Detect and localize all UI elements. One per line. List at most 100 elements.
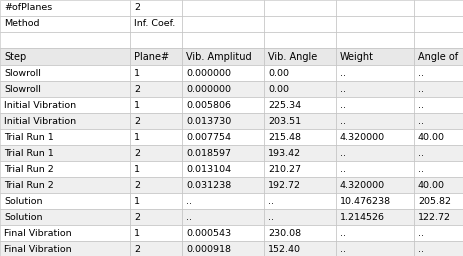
Text: 1: 1 bbox=[134, 101, 140, 110]
Text: ..: .. bbox=[339, 165, 345, 174]
Text: Trial Run 1: Trial Run 1 bbox=[4, 148, 54, 157]
Text: 1: 1 bbox=[134, 133, 140, 142]
Bar bbox=[130, 161, 181, 177]
Bar bbox=[335, 177, 413, 193]
Bar bbox=[263, 241, 335, 256]
Text: 0.031238: 0.031238 bbox=[186, 180, 231, 189]
Text: 1.214526: 1.214526 bbox=[339, 212, 384, 221]
Text: 0.000000: 0.000000 bbox=[186, 84, 231, 93]
Bar bbox=[413, 225, 463, 241]
Text: ..: .. bbox=[417, 148, 423, 157]
Bar bbox=[130, 193, 181, 209]
Bar bbox=[413, 241, 463, 256]
Bar bbox=[0, 193, 130, 209]
Bar bbox=[263, 161, 335, 177]
Text: 2: 2 bbox=[134, 212, 140, 221]
Bar bbox=[0, 16, 130, 32]
Text: ..: .. bbox=[417, 69, 423, 78]
Bar bbox=[263, 225, 335, 241]
Text: ..: .. bbox=[339, 101, 345, 110]
Text: 0.007754: 0.007754 bbox=[186, 133, 231, 142]
Bar bbox=[263, 145, 335, 161]
Text: 4.320000: 4.320000 bbox=[339, 133, 384, 142]
Bar bbox=[413, 16, 463, 32]
Text: Plane#: Plane# bbox=[134, 51, 169, 61]
Bar bbox=[130, 241, 181, 256]
Text: 0.000543: 0.000543 bbox=[186, 229, 231, 238]
Text: 0.013730: 0.013730 bbox=[186, 116, 231, 125]
Text: 193.42: 193.42 bbox=[268, 148, 300, 157]
Bar bbox=[263, 177, 335, 193]
Bar bbox=[0, 209, 130, 225]
Bar bbox=[263, 48, 335, 65]
Text: Step: Step bbox=[4, 51, 26, 61]
Bar bbox=[181, 177, 263, 193]
Bar bbox=[130, 177, 181, 193]
Text: Solution: Solution bbox=[4, 212, 43, 221]
Bar bbox=[0, 241, 130, 256]
Text: 2: 2 bbox=[134, 116, 140, 125]
Bar bbox=[130, 16, 181, 32]
Text: Solution: Solution bbox=[4, 197, 43, 206]
Bar bbox=[130, 32, 181, 48]
Text: Trial Run 2: Trial Run 2 bbox=[4, 180, 54, 189]
Text: 205.82: 205.82 bbox=[417, 197, 450, 206]
Bar bbox=[263, 0, 335, 16]
Bar bbox=[335, 16, 413, 32]
Text: 210.27: 210.27 bbox=[268, 165, 300, 174]
Text: ..: .. bbox=[417, 101, 423, 110]
Text: 203.51: 203.51 bbox=[268, 116, 300, 125]
Bar bbox=[130, 97, 181, 113]
Bar bbox=[0, 161, 130, 177]
Bar bbox=[263, 97, 335, 113]
Bar bbox=[263, 113, 335, 129]
Bar bbox=[181, 129, 263, 145]
Bar bbox=[413, 161, 463, 177]
Bar bbox=[0, 0, 130, 16]
Bar bbox=[335, 81, 413, 97]
Text: 215.48: 215.48 bbox=[268, 133, 300, 142]
Bar bbox=[130, 145, 181, 161]
Text: 1: 1 bbox=[134, 229, 140, 238]
Bar bbox=[130, 0, 181, 16]
Bar bbox=[0, 177, 130, 193]
Bar bbox=[413, 65, 463, 81]
Text: Final Vibration: Final Vibration bbox=[4, 244, 71, 253]
Bar bbox=[335, 32, 413, 48]
Bar bbox=[335, 97, 413, 113]
Bar bbox=[413, 48, 463, 65]
Bar bbox=[181, 48, 263, 65]
Text: 152.40: 152.40 bbox=[268, 244, 300, 253]
Text: ..: .. bbox=[268, 197, 274, 206]
Bar bbox=[181, 225, 263, 241]
Bar bbox=[130, 81, 181, 97]
Text: 0.005806: 0.005806 bbox=[186, 101, 231, 110]
Text: ..: .. bbox=[417, 244, 423, 253]
Bar bbox=[181, 193, 263, 209]
Text: 0.00: 0.00 bbox=[268, 69, 288, 78]
Text: 0.013104: 0.013104 bbox=[186, 165, 231, 174]
Bar bbox=[335, 0, 413, 16]
Bar bbox=[413, 209, 463, 225]
Text: Weight: Weight bbox=[339, 51, 373, 61]
Bar bbox=[413, 32, 463, 48]
Bar bbox=[181, 32, 263, 48]
Bar bbox=[130, 113, 181, 129]
Bar bbox=[130, 65, 181, 81]
Text: ..: .. bbox=[417, 84, 423, 93]
Bar bbox=[0, 65, 130, 81]
Bar bbox=[263, 65, 335, 81]
Text: Trial Run 2: Trial Run 2 bbox=[4, 165, 54, 174]
Bar bbox=[181, 65, 263, 81]
Bar bbox=[335, 241, 413, 256]
Text: 40.00: 40.00 bbox=[417, 180, 444, 189]
Bar bbox=[335, 48, 413, 65]
Text: 225.34: 225.34 bbox=[268, 101, 300, 110]
Bar bbox=[413, 145, 463, 161]
Text: 0.000000: 0.000000 bbox=[186, 69, 231, 78]
Text: ..: .. bbox=[339, 148, 345, 157]
Text: Angle of: Angle of bbox=[417, 51, 457, 61]
Bar bbox=[413, 177, 463, 193]
Text: ..: .. bbox=[268, 212, 274, 221]
Text: Slowroll: Slowroll bbox=[4, 84, 41, 93]
